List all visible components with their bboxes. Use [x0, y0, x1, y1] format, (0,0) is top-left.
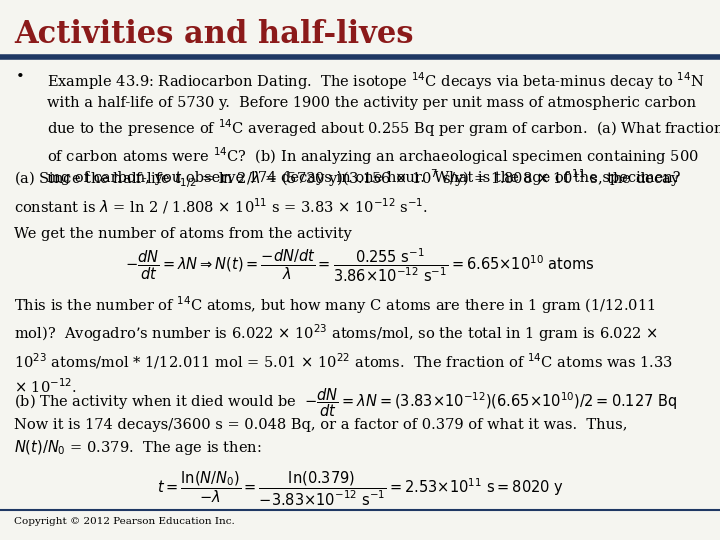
Text: Copyright © 2012 Pearson Education Inc.: Copyright © 2012 Pearson Education Inc. — [14, 517, 235, 526]
Text: (a) Since the half-life $t_{1/2}$ = ln 2/$\lambda$ = (5730 y)(3.156 $\times$ 10$: (a) Since the half-life $t_{1/2}$ = ln 2… — [14, 167, 681, 217]
Text: (b) The activity when it died would be  $-\dfrac{dN}{dt} = \lambda N = (3.83{\ti: (b) The activity when it died would be $… — [14, 386, 678, 418]
Text: We get the number of atoms from the activity: We get the number of atoms from the acti… — [14, 227, 352, 241]
Text: This is the number of $^{14}$C atoms, but how many C atoms are there in 1 gram (: This is the number of $^{14}$C atoms, bu… — [14, 294, 673, 395]
Text: $t = \dfrac{\ln(N/N_0)}{-\lambda} = \dfrac{\ln(0.379)}{-3.83{\times}10^{-12}\ \m: $t = \dfrac{\ln(N/N_0)}{-\lambda} = \dfr… — [156, 470, 564, 508]
Text: Now it is 174 decays/3600 s = 0.048 Bq, or a factor of 0.379 of what it was.  Th: Now it is 174 decays/3600 s = 0.048 Bq, … — [14, 418, 628, 457]
Text: Example 43.9: Radiocarbon Dating.  The isotope $^{14}$C decays via beta-minus de: Example 43.9: Radiocarbon Dating. The is… — [47, 70, 720, 185]
Text: $-\dfrac{dN}{dt} = \lambda N \Rightarrow N(t) = \dfrac{-dN/dt}{\lambda} = \dfrac: $-\dfrac{dN}{dt} = \lambda N \Rightarrow… — [125, 246, 595, 284]
Text: Activities and half-lives: Activities and half-lives — [14, 19, 414, 50]
Text: •: • — [16, 70, 24, 84]
